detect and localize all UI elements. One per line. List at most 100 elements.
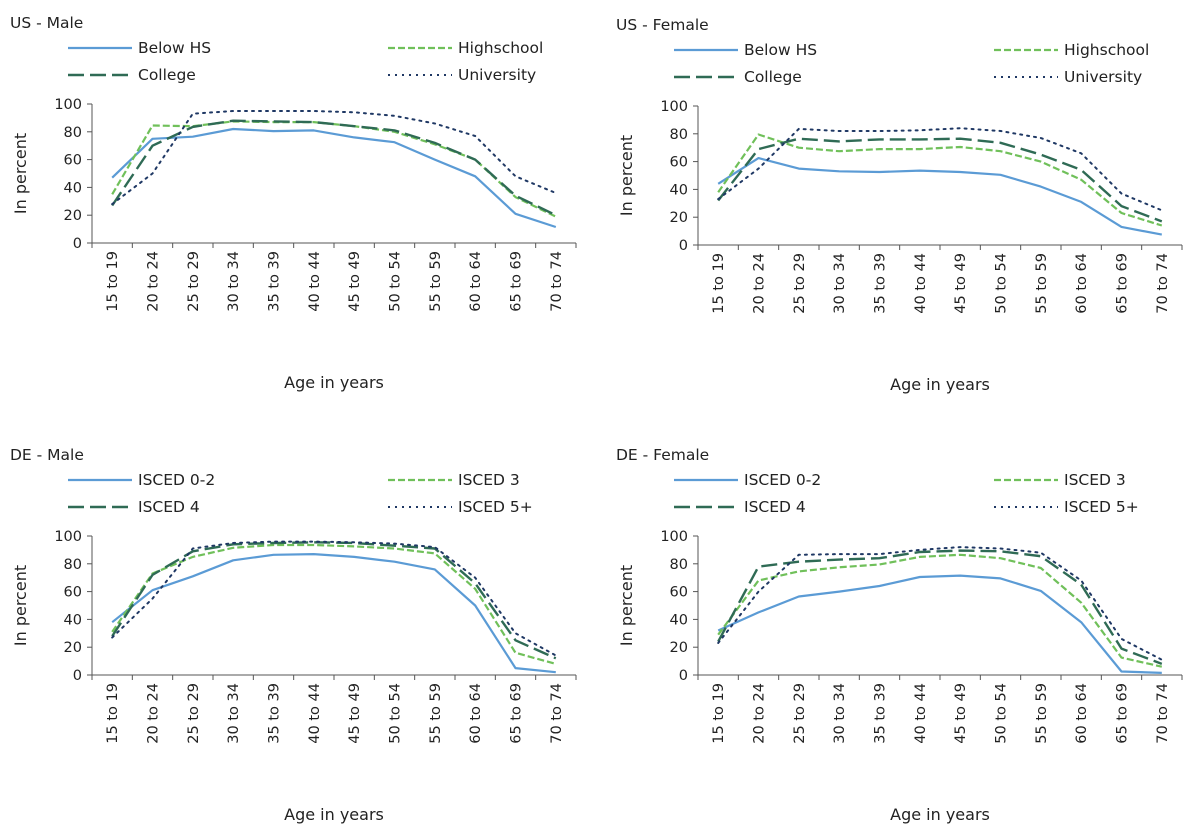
chart-title: DE - Female bbox=[616, 446, 709, 464]
x-tick-label: 15 to 19 bbox=[711, 683, 727, 744]
series-line-college bbox=[717, 137, 1163, 223]
y-tick-label: 60 bbox=[64, 585, 82, 601]
x-tick-label: 55 to 59 bbox=[1034, 253, 1050, 314]
y-tick-label: 40 bbox=[64, 612, 82, 628]
chart-title: US - Female bbox=[616, 16, 709, 34]
x-axis-label: Age in years bbox=[284, 805, 384, 824]
y-tick-label: 80 bbox=[64, 125, 82, 141]
y-axis-label: In percent bbox=[617, 135, 636, 216]
x-tick-label: 60 to 64 bbox=[1074, 253, 1090, 314]
x-tick-label: 55 to 59 bbox=[428, 683, 444, 744]
x-tick-label: 25 to 29 bbox=[792, 683, 808, 744]
x-tick-label: 45 to 49 bbox=[953, 253, 969, 314]
chart-title: US - Male bbox=[10, 14, 83, 32]
legend-label-isced-0-2: ISCED 0-2 bbox=[138, 471, 215, 489]
chart-de-female: DE - Female ISCED 0-2 ISCED 3 ISCED 4 ISCED … bbox=[616, 446, 1183, 824]
series-line-below-hs bbox=[111, 127, 557, 229]
y-tick-label: 0 bbox=[73, 668, 82, 684]
legend-label-isced-3: ISCED 3 bbox=[1064, 471, 1126, 489]
x-tick-label: 40 to 44 bbox=[307, 251, 323, 312]
y-tick-label: 0 bbox=[73, 236, 82, 252]
x-tick-label: 65 to 69 bbox=[509, 251, 525, 312]
x-tick-label: 55 to 59 bbox=[1034, 683, 1050, 744]
x-tick-label: 20 to 24 bbox=[752, 683, 768, 744]
legend-label-university: University bbox=[1064, 68, 1142, 86]
x-tick-label: 40 to 44 bbox=[913, 683, 929, 744]
y-tick-label: 60 bbox=[670, 585, 688, 601]
y-tick-label: 20 bbox=[64, 208, 82, 224]
series-line-isced-0-2 bbox=[111, 552, 556, 674]
series-line-isced-0-2 bbox=[717, 574, 1162, 674]
legend-label-university: University bbox=[458, 66, 536, 84]
x-tick-label: 70 to 74 bbox=[1155, 253, 1171, 314]
y-tick-label: 20 bbox=[670, 210, 688, 226]
y-tick-label: 60 bbox=[64, 153, 82, 169]
chart-de-male: DE - Male ISCED 0-2 ISCED 3 ISCED 4 ISCED 5+… bbox=[10, 446, 577, 824]
x-tick-label: 30 to 34 bbox=[226, 251, 242, 312]
x-tick-label: 25 to 29 bbox=[186, 683, 202, 744]
y-tick-label: 60 bbox=[670, 155, 688, 171]
x-tick-label: 45 to 49 bbox=[347, 683, 363, 744]
x-tick-label: 65 to 69 bbox=[1115, 253, 1131, 314]
y-tick-label: 100 bbox=[660, 529, 688, 545]
x-tick-label: 55 to 59 bbox=[428, 251, 444, 312]
chart-panel-us-female: US - Female Below HS Highschool College Univ… bbox=[606, 2, 1195, 402]
x-tick-label: 60 to 64 bbox=[468, 251, 484, 312]
y-tick-label: 20 bbox=[670, 640, 688, 656]
series-line-isced-4 bbox=[717, 549, 1163, 666]
x-axis-label: Age in years bbox=[890, 805, 990, 824]
x-tick-label: 65 to 69 bbox=[509, 683, 525, 744]
legend-label-isced-3: ISCED 3 bbox=[458, 471, 520, 489]
chart-us-female: US - Female Below HS Highschool College Univ… bbox=[616, 16, 1183, 394]
x-tick-label: 50 to 54 bbox=[994, 683, 1010, 744]
x-tick-label: 45 to 49 bbox=[347, 251, 363, 312]
x-tick-label: 35 to 39 bbox=[267, 683, 283, 744]
x-tick-label: 25 to 29 bbox=[186, 251, 202, 312]
x-tick-label: 35 to 39 bbox=[267, 251, 283, 312]
legend-label-highschool: Highschool bbox=[1064, 41, 1149, 59]
y-tick-label: 0 bbox=[679, 668, 688, 684]
x-tick-label: 25 to 29 bbox=[792, 253, 808, 314]
x-tick-label: 15 to 19 bbox=[711, 253, 727, 314]
x-tick-label: 70 to 74 bbox=[549, 251, 565, 312]
y-tick-label: 80 bbox=[64, 557, 82, 573]
legend-label-isced-4: ISCED 4 bbox=[138, 498, 200, 516]
legend-label-college: College bbox=[744, 68, 802, 86]
y-tick-label: 20 bbox=[64, 640, 82, 656]
y-tick-label: 100 bbox=[54, 97, 82, 113]
legend-label-below-hs: Below HS bbox=[744, 41, 817, 59]
x-tick-label: 20 to 24 bbox=[146, 251, 162, 312]
x-tick-label: 20 to 24 bbox=[752, 253, 768, 314]
x-tick-label: 65 to 69 bbox=[1115, 683, 1131, 744]
x-tick-label: 30 to 34 bbox=[832, 683, 848, 744]
x-tick-label: 70 to 74 bbox=[549, 683, 565, 744]
legend-label-highschool: Highschool bbox=[458, 39, 543, 57]
y-tick-label: 80 bbox=[670, 557, 688, 573]
x-tick-label: 45 to 49 bbox=[953, 683, 969, 744]
series-line-isced-3 bbox=[111, 543, 557, 665]
x-tick-label: 60 to 64 bbox=[1074, 683, 1090, 744]
legend-label-isced-4: ISCED 4 bbox=[744, 498, 806, 516]
legend-label-isced-5: ISCED 5+ bbox=[1064, 498, 1139, 516]
x-tick-label: 50 to 54 bbox=[388, 683, 404, 744]
x-tick-label: 15 to 19 bbox=[105, 251, 121, 312]
y-tick-label: 40 bbox=[670, 182, 688, 198]
x-tick-label: 35 to 39 bbox=[873, 253, 889, 314]
series-line-highschool bbox=[717, 133, 1163, 227]
y-tick-label: 40 bbox=[64, 180, 82, 196]
y-tick-label: 100 bbox=[54, 529, 82, 545]
legend-label-isced-0-2: ISCED 0-2 bbox=[744, 471, 821, 489]
x-tick-label: 20 to 24 bbox=[146, 683, 162, 744]
series-line-highschool bbox=[111, 120, 557, 218]
y-tick-label: 100 bbox=[660, 99, 688, 115]
series-line-isced-4 bbox=[111, 541, 557, 660]
x-tick-label: 70 to 74 bbox=[1155, 683, 1171, 744]
x-tick-label: 40 to 44 bbox=[307, 683, 323, 744]
y-axis-label: In percent bbox=[11, 565, 30, 646]
chart-panel-de-male: DE - Male ISCED 0-2 ISCED 3 ISCED 4 ISCED 5+… bbox=[0, 432, 590, 832]
x-axis-label: Age in years bbox=[890, 375, 990, 394]
y-tick-label: 80 bbox=[670, 127, 688, 143]
legend-label-below-hs: Below HS bbox=[138, 39, 211, 57]
legend-label-isced-5: ISCED 5+ bbox=[458, 498, 533, 516]
series-line-isced-3 bbox=[717, 553, 1163, 668]
